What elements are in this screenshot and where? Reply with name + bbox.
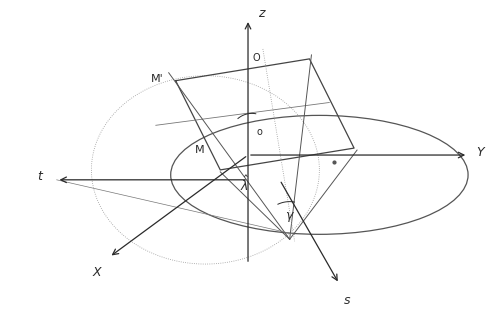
Text: M: M [195,145,205,155]
Text: M': M' [151,74,164,84]
Text: X: X [93,266,102,279]
Text: o: o [257,127,263,137]
Text: s: s [344,294,351,307]
Text: Y: Y [476,146,484,159]
Text: t: t [37,170,42,183]
Text: z: z [258,7,264,20]
Text: $\gamma$: $\gamma$ [284,211,294,225]
Text: $\hat{\lambda}$: $\hat{\lambda}$ [241,175,250,194]
Text: O: O [253,53,260,63]
